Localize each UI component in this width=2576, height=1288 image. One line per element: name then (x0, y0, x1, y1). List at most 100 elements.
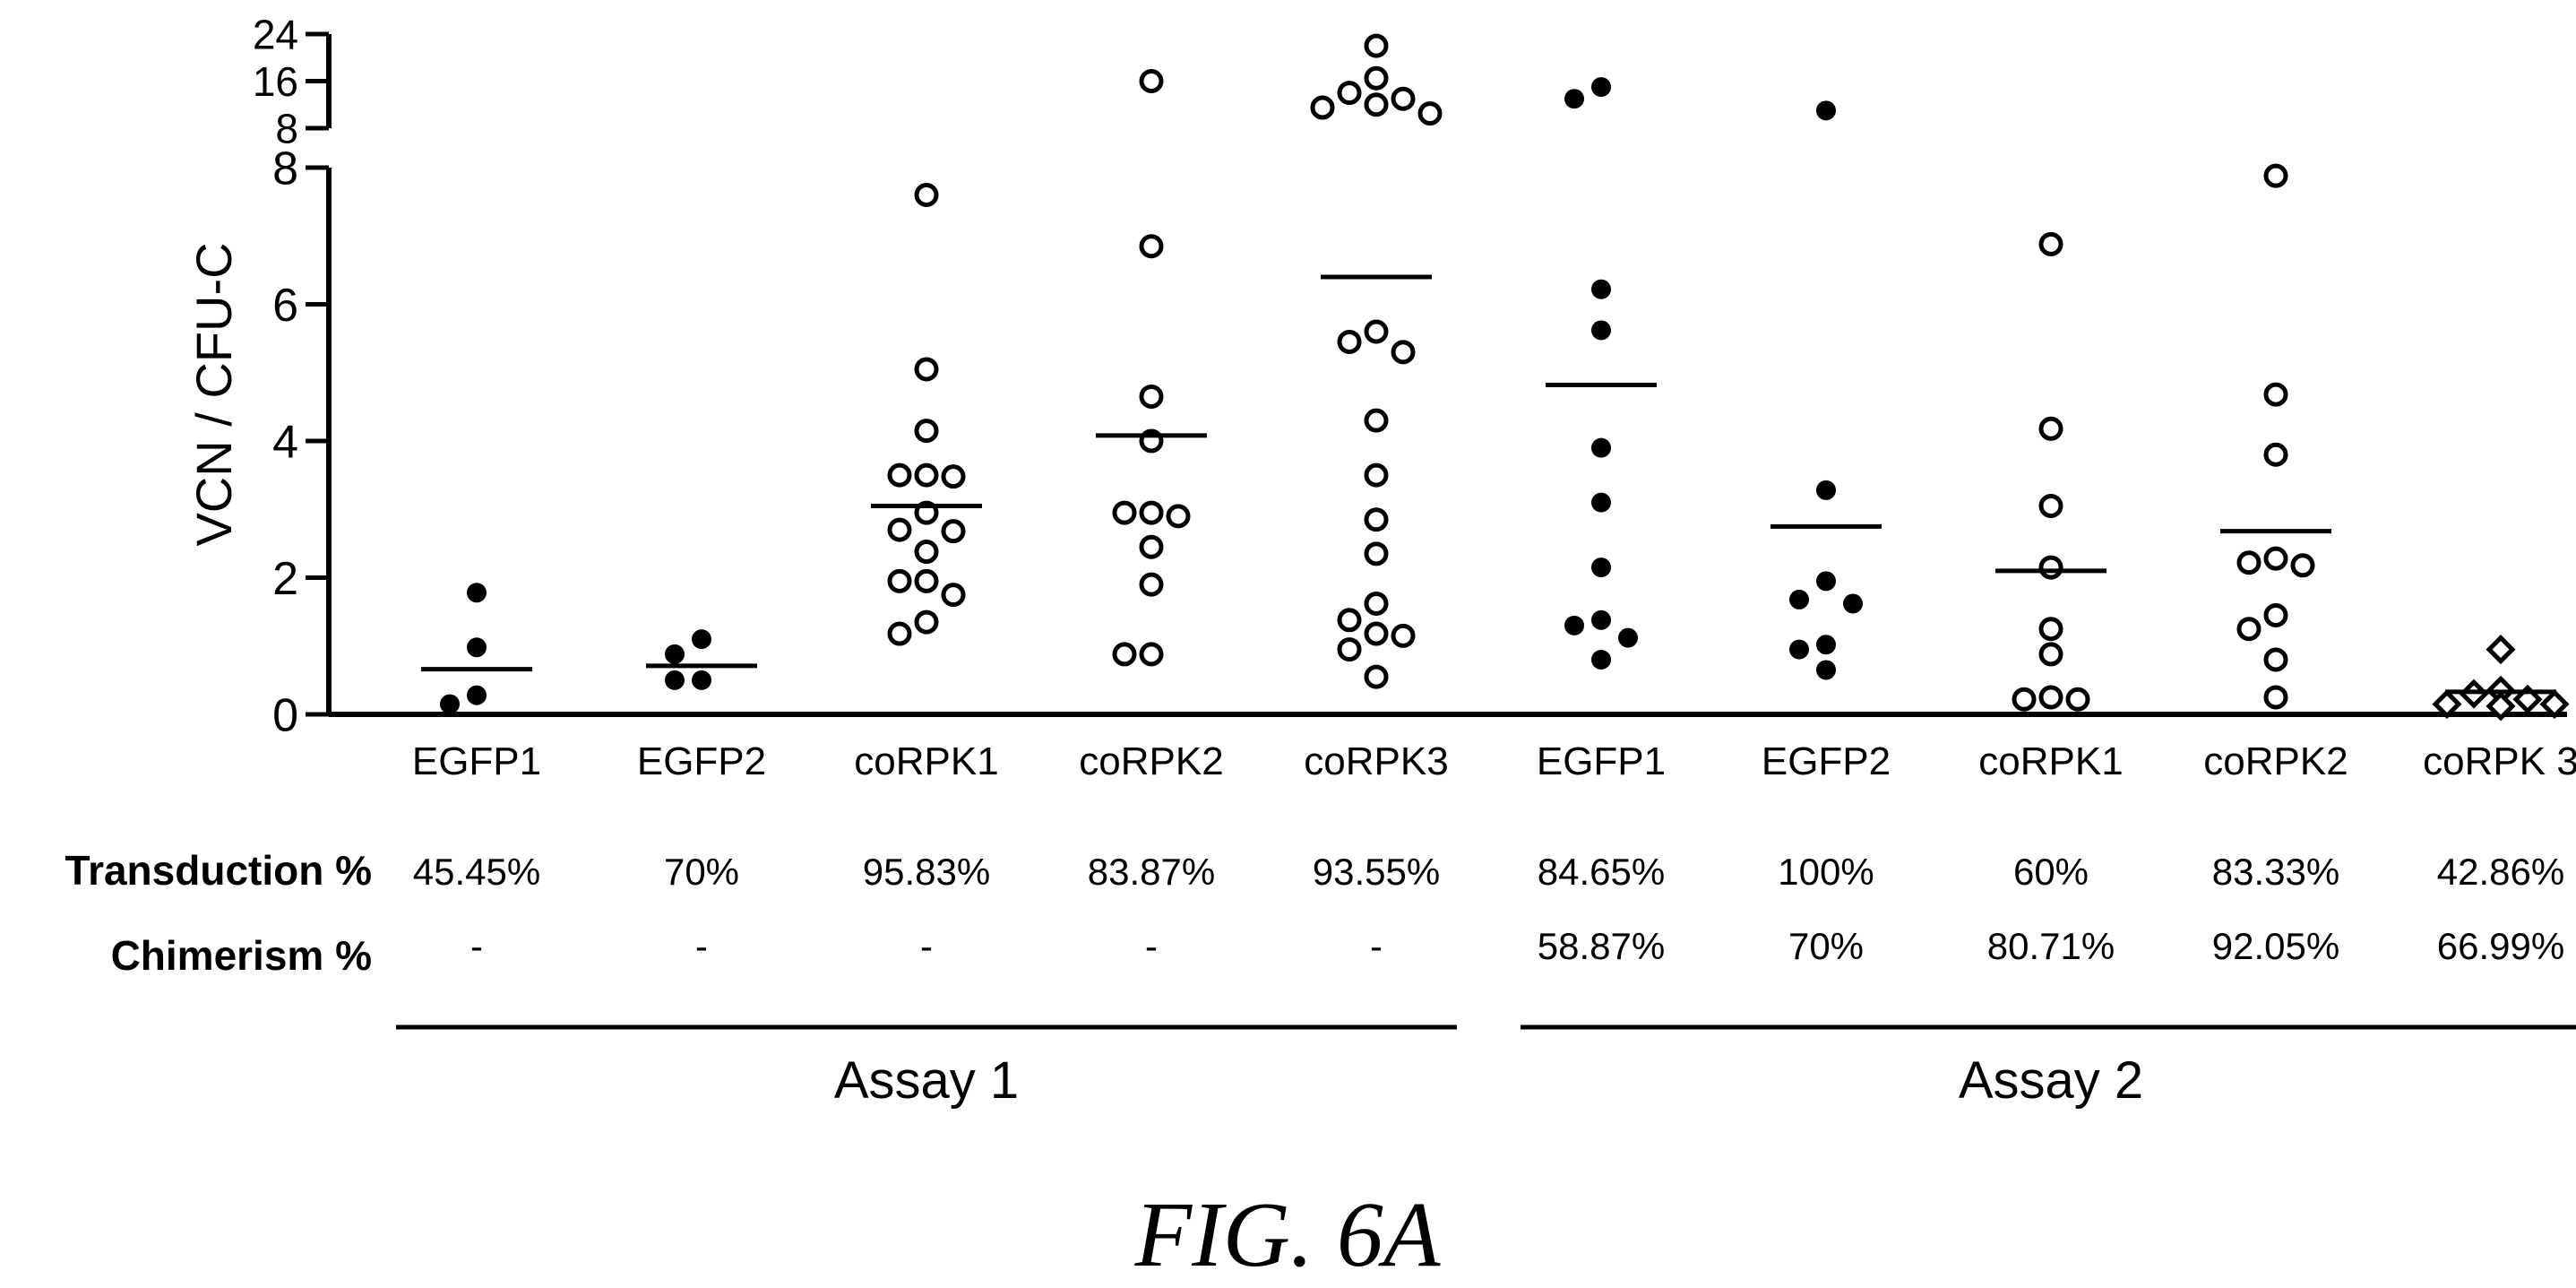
chimerism-value: 70% (1788, 925, 1864, 967)
data-point (1364, 92, 1389, 117)
data-point (1139, 69, 1164, 93)
data-point (2236, 550, 2262, 575)
data-point (1816, 635, 1836, 655)
data-point (2065, 687, 2090, 712)
chimerism-value: - (470, 925, 483, 967)
chimerism-value: 58.87% (1538, 925, 1665, 967)
data-point (2263, 546, 2288, 571)
data-marks (421, 33, 2570, 722)
axes (306, 31, 2576, 1030)
data-point (887, 568, 912, 593)
data-point (1364, 33, 1389, 58)
transduction-value: 70% (664, 851, 739, 893)
data-point (2263, 602, 2288, 627)
data-point (2038, 555, 2063, 580)
data-point (1337, 608, 1362, 633)
data-point (2263, 163, 2288, 188)
transduction-value: 60% (2013, 851, 2089, 893)
data-point (2038, 493, 2063, 518)
data-point (2263, 382, 2288, 407)
figure-label: FIG. 6A (1134, 1183, 1441, 1286)
data-point (1816, 480, 1836, 500)
data-point (1564, 89, 1584, 109)
transduction-row-label: Transduction % (65, 847, 372, 894)
data-point (2236, 617, 2262, 642)
data-point (665, 644, 685, 664)
x-tick-label: coRPK2 (2203, 739, 2348, 783)
assay-label: Assay 1 (834, 1051, 1019, 1110)
data-point (2263, 442, 2288, 467)
data-point (1591, 437, 1611, 458)
assay-label: Assay 2 (1959, 1051, 2143, 1110)
y-axis-label: VCN / CFU-C (185, 242, 242, 546)
data-point (887, 462, 912, 488)
data-point (1364, 507, 1389, 532)
y-tick-label: 16 (253, 58, 298, 105)
x-tick-label: coRPK3 (1304, 739, 1448, 783)
data-point (1391, 623, 1416, 648)
data-point (1391, 86, 1416, 111)
data-point (692, 629, 711, 650)
x-tick-label: coRPK1 (1978, 739, 2123, 783)
x-tick-label: coRPK1 (854, 739, 998, 783)
data-point (1364, 664, 1389, 689)
data-point (914, 609, 939, 635)
data-point (1391, 340, 1416, 365)
data-point (1816, 571, 1836, 592)
data-point (2038, 685, 2063, 710)
data-point (1564, 615, 1584, 635)
data-point (941, 464, 966, 489)
data-point (1112, 500, 1137, 525)
chimerism-value: - (695, 925, 708, 967)
data-point (1591, 279, 1611, 299)
data-point (2486, 691, 2516, 722)
x-tick-label: EGFP1 (412, 739, 541, 783)
transduction-value: 84.65% (1538, 851, 1665, 893)
chimerism-row-label: Chimerism % (111, 932, 372, 979)
data-point (1364, 621, 1389, 646)
data-point (914, 183, 939, 207)
data-point (914, 419, 939, 444)
y-tick-label: 0 (272, 690, 298, 742)
data-point (1310, 95, 1335, 120)
labels: 0246881624EGFP145.45%-EGFP270%-coRPK195.… (65, 12, 2576, 1110)
data-point (1139, 572, 1164, 597)
data-point (1591, 492, 1611, 513)
data-point (1364, 408, 1389, 433)
transduction-value: 45.45% (413, 851, 540, 893)
transduction-value: 100% (1778, 851, 1874, 893)
data-point (1364, 541, 1389, 566)
chimerism-value: 80.71% (1987, 925, 2115, 967)
transduction-value: 95.83% (863, 851, 990, 893)
data-point (1816, 100, 1836, 121)
y-tick-label: 4 (272, 417, 298, 469)
data-point (1591, 320, 1611, 341)
data-point (1364, 65, 1389, 91)
data-point (1364, 319, 1389, 344)
data-point (2012, 687, 2037, 712)
data-point (1417, 101, 1443, 126)
data-point (2539, 689, 2570, 720)
data-point (1337, 329, 1362, 354)
data-point (914, 540, 939, 565)
data-point (1139, 534, 1164, 559)
data-point (1591, 558, 1611, 578)
data-point (2038, 642, 2063, 667)
data-point (1591, 77, 1611, 98)
data-point (1591, 609, 1611, 630)
y-tick-label: 8 (272, 143, 298, 195)
chimerism-value: - (1145, 925, 1158, 967)
x-tick-label: EGFP2 (1762, 739, 1891, 783)
data-point (1364, 591, 1389, 616)
data-point (1618, 627, 1638, 648)
transduction-value: 93.55% (1313, 851, 1440, 893)
data-point (887, 621, 912, 646)
x-tick-label: coRPK 3 (2423, 739, 2576, 783)
data-point (941, 583, 966, 608)
data-point (914, 462, 939, 488)
data-point (2290, 553, 2315, 578)
data-point (1591, 650, 1611, 670)
data-point (914, 357, 939, 382)
y-tick-label: 8 (275, 106, 298, 152)
